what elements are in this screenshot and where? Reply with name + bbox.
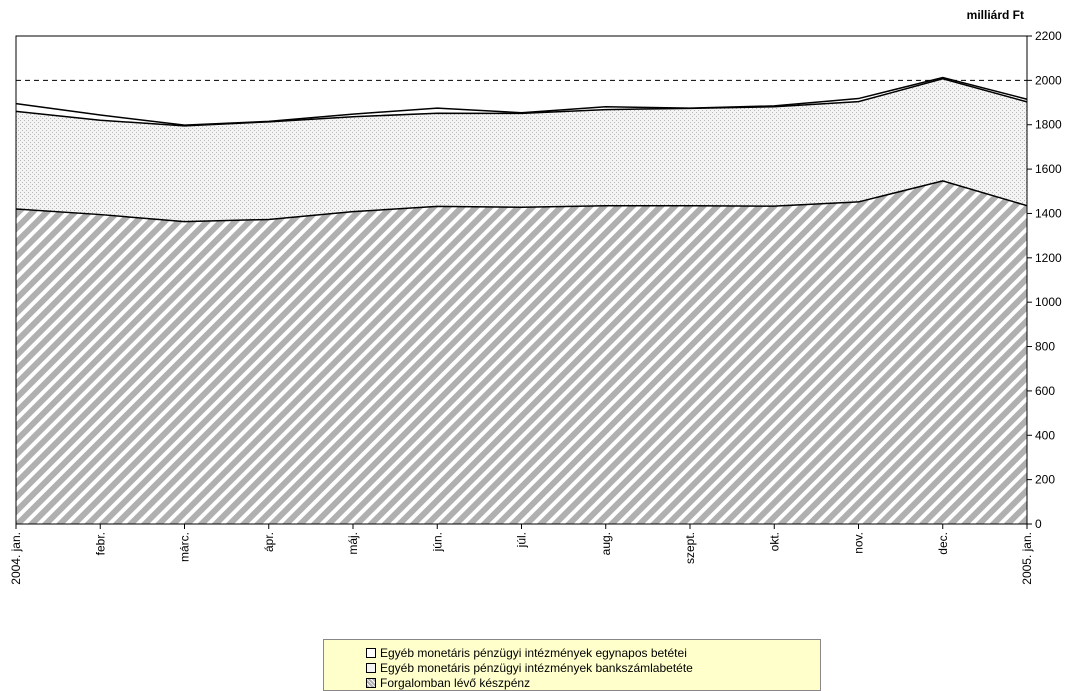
x-tick-label-9: okt. [767, 532, 781, 551]
x-tick-label-0: 2004. jan. [9, 532, 23, 585]
x-tick-label-3: ápr. [262, 532, 276, 552]
y-tick-label-2200: 2200 [1035, 29, 1062, 43]
y-tick-label-1200: 1200 [1035, 251, 1062, 265]
legend-label-bank-account: Egyéb monetáris pénzügyi intézmények ban… [380, 661, 693, 675]
y-tick-label-1800: 1800 [1035, 118, 1062, 132]
legend-swatch-overnight [366, 648, 376, 658]
y-axis-label: milliárd Ft [967, 8, 1024, 22]
y-tick-label-1400: 1400 [1035, 206, 1062, 220]
line-overnight [15, 76, 1028, 126]
y-tick-label-1000: 1000 [1035, 295, 1062, 309]
x-tick-label-5: jún. [430, 532, 444, 552]
legend-swatch-cash [366, 678, 376, 688]
y-tick-label-200: 200 [1035, 473, 1055, 487]
line-cash [15, 180, 1028, 223]
y-tick-label-2000: 2000 [1035, 73, 1062, 87]
x-tick-label-12: 2005. jan. [1020, 532, 1034, 585]
legend: Egyéb monetáris pénzügyi intézmények egy… [323, 639, 821, 691]
y-tick-label-0: 0 [1035, 517, 1042, 531]
x-tick-label-10: nov. [852, 532, 866, 554]
y-tick-label-400: 400 [1035, 428, 1055, 442]
y-tick-label-600: 600 [1035, 384, 1055, 398]
y-tick-label-800: 800 [1035, 340, 1055, 354]
x-tick-label-1: febr. [93, 532, 107, 555]
x-tick-label-11: dec. [936, 532, 950, 555]
x-tick-label-8: szept. [683, 532, 697, 564]
legend-item-bank-account: Egyéb monetáris pénzügyi intézmények ban… [366, 660, 693, 676]
x-tick-label-2: márc. [178, 532, 192, 562]
area-cash [16, 180, 1027, 524]
legend-item-cash: Forgalomban lévő készpénz [366, 675, 530, 691]
x-tick-label-4: máj. [346, 532, 360, 555]
x-tick-label-7: aug. [599, 532, 613, 555]
y-tick-label-1600: 1600 [1035, 162, 1062, 176]
area-bank-account [16, 78, 1027, 222]
legend-label-cash: Forgalomban lévő készpénz [380, 676, 531, 690]
legend-item-overnight: Egyéb monetáris pénzügyi intézmények egy… [366, 645, 687, 661]
legend-label-overnight: Egyéb monetáris pénzügyi intézmények egy… [380, 646, 687, 660]
x-tick-label-6: júl. [515, 532, 529, 548]
legend-swatch-bank-account [366, 663, 376, 673]
